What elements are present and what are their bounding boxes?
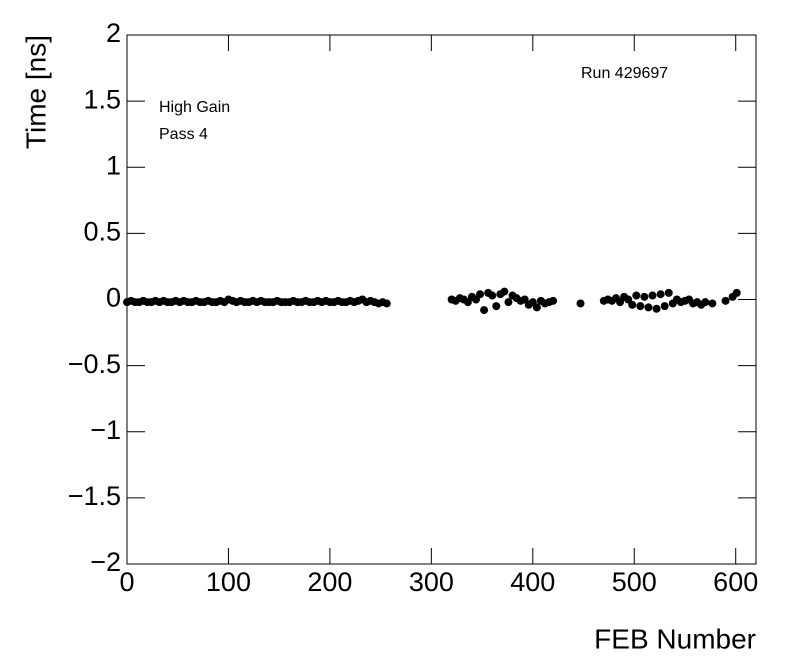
y-tick-label: 0 <box>106 283 121 313</box>
x-tick-label: 200 <box>307 567 352 597</box>
x-tick-label: 300 <box>409 567 454 597</box>
annotation: Pass 4 <box>159 126 208 143</box>
point <box>632 291 641 300</box>
point <box>549 296 558 305</box>
point <box>664 288 673 297</box>
y-tick-label: −1 <box>90 415 121 445</box>
point <box>628 300 637 309</box>
y-tick-label: 2 <box>106 18 121 48</box>
point <box>382 299 391 308</box>
point <box>504 298 513 307</box>
x-tick-label: 100 <box>206 567 251 597</box>
point <box>732 288 741 297</box>
point <box>721 296 730 305</box>
point <box>576 299 585 308</box>
x-tick-label: 0 <box>119 567 134 597</box>
point <box>488 291 497 300</box>
x-tick-label: 400 <box>510 567 555 597</box>
point <box>532 303 541 312</box>
point <box>476 290 485 299</box>
point <box>648 291 657 300</box>
x-tick-label: 600 <box>713 567 758 597</box>
point <box>636 302 645 311</box>
point <box>708 299 717 308</box>
y-tick-label: −1.5 <box>68 481 121 511</box>
x-tick-label: 500 <box>612 567 657 597</box>
y-tick-label: 1.5 <box>83 84 121 114</box>
annotation: High Gain <box>159 99 230 116</box>
point <box>492 302 501 311</box>
y-tick-label: 1 <box>106 150 121 180</box>
point <box>480 306 489 315</box>
point <box>644 303 653 312</box>
point <box>656 290 665 299</box>
point <box>640 292 649 301</box>
point <box>701 298 710 307</box>
point <box>500 287 509 296</box>
point <box>660 302 669 311</box>
y-tick-label: −2 <box>90 547 121 577</box>
point <box>652 304 661 313</box>
annotation: Run 429697 <box>581 65 668 82</box>
y-tick-label: −0.5 <box>68 349 121 379</box>
x-axis-title: FEB Number <box>594 623 756 654</box>
y-axis-title: Time [ns] <box>20 35 51 149</box>
y-tick-label: 0.5 <box>83 217 121 247</box>
